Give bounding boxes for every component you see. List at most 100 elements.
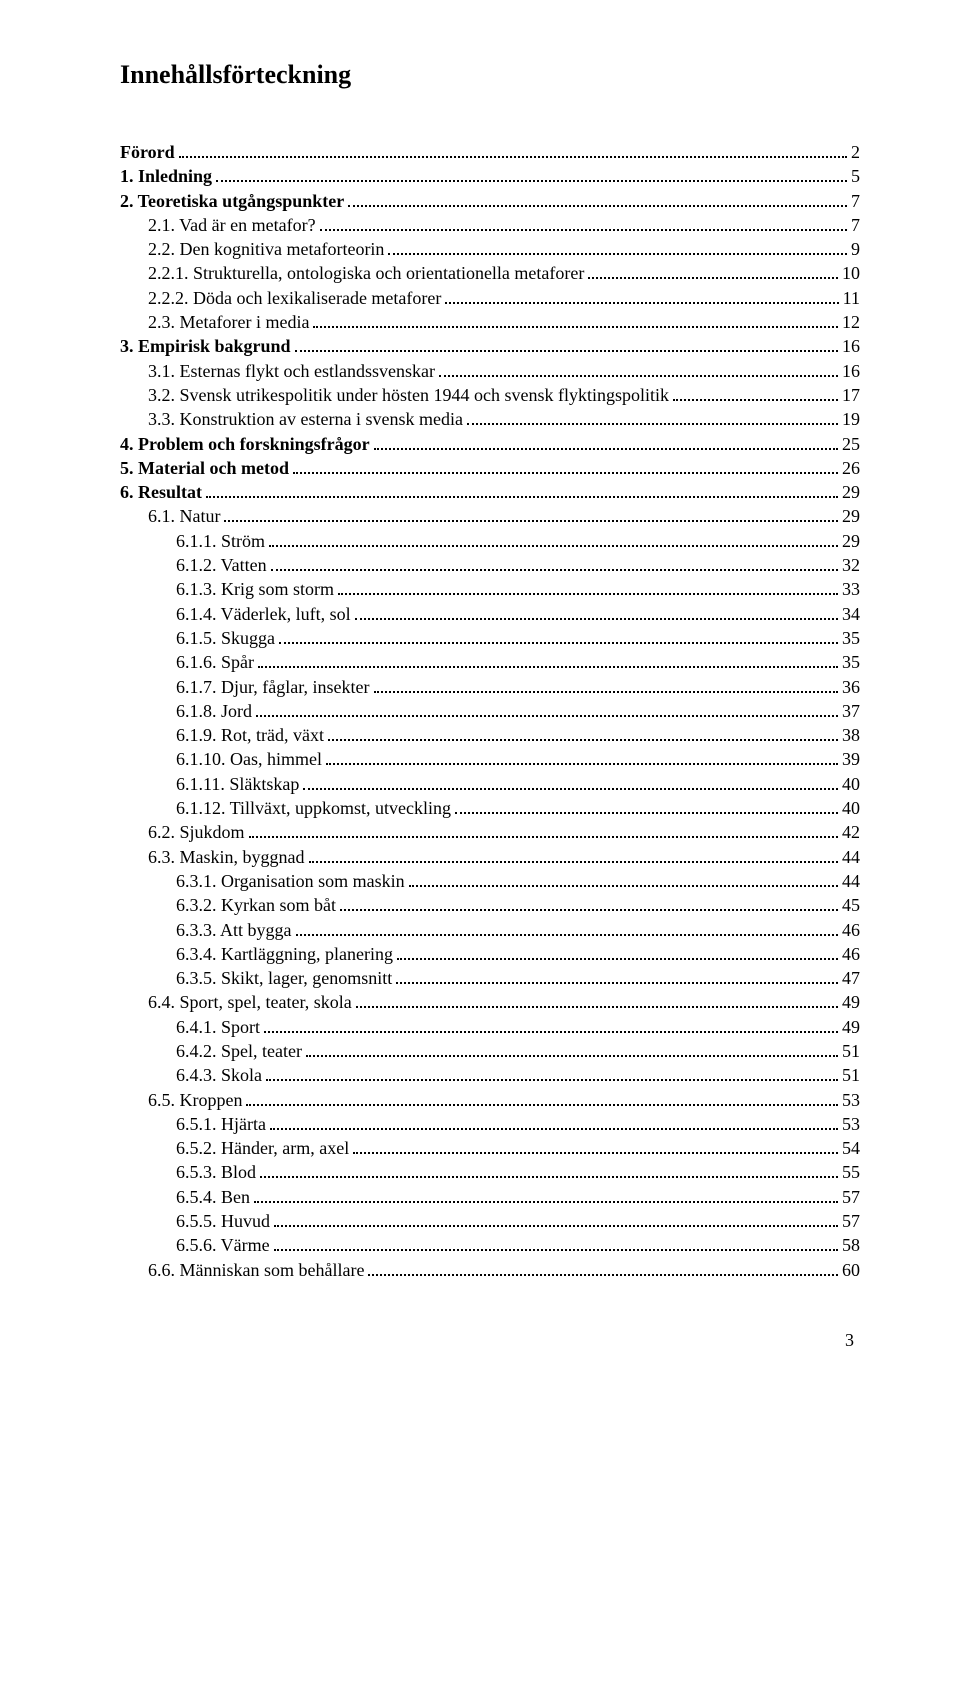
toc-row: 6.1.6. Spår35 bbox=[120, 650, 860, 674]
toc-row: 2.1. Vad är en metafor?7 bbox=[120, 213, 860, 237]
toc-leader-dots bbox=[293, 457, 838, 473]
toc-page: 47 bbox=[842, 966, 860, 990]
toc-leader-dots bbox=[355, 603, 838, 619]
toc-page: 16 bbox=[842, 334, 860, 358]
toc-leader-dots bbox=[296, 919, 839, 935]
toc-label: 6.4.2. Spel, teater bbox=[120, 1039, 302, 1063]
toc-page: 35 bbox=[842, 626, 860, 650]
toc-leader-dots bbox=[328, 725, 838, 741]
toc-label: 6.5.1. Hjärta bbox=[120, 1112, 266, 1136]
toc-row: 6.5.1. Hjärta 53 bbox=[120, 1112, 860, 1136]
toc-row: 6.3.3. Att bygga46 bbox=[120, 918, 860, 942]
toc-page: 42 bbox=[842, 820, 860, 844]
toc-page: 53 bbox=[842, 1088, 860, 1112]
toc-label: 6. Resultat bbox=[120, 480, 202, 504]
toc-label: 6.2. Sjukdom bbox=[120, 820, 245, 844]
toc-row: 6.1. Natur29 bbox=[120, 504, 860, 528]
toc-page: 45 bbox=[842, 893, 860, 917]
toc-label: 3.2. Svensk utrikespolitik under hösten … bbox=[120, 383, 669, 407]
toc-label: 3.3. Konstruktion av esterna i svensk me… bbox=[120, 407, 463, 431]
toc-label: 6.1. Natur bbox=[120, 504, 220, 528]
toc-leader-dots bbox=[256, 700, 838, 716]
toc-row: 6.3.2. Kyrkan som båt 45 bbox=[120, 893, 860, 917]
toc-label: 6.5.3. Blod bbox=[120, 1160, 256, 1184]
toc-page: 36 bbox=[842, 675, 860, 699]
toc-label: 6.3.4. Kartläggning, planering bbox=[120, 942, 393, 966]
toc-leader-dots bbox=[353, 1138, 838, 1154]
toc-page: 32 bbox=[842, 553, 860, 577]
toc-leader-dots bbox=[224, 506, 838, 522]
toc-leader-dots bbox=[206, 482, 838, 498]
toc-row: 6.4.2. Spel, teater 51 bbox=[120, 1039, 860, 1063]
toc-row: 6.1.2. Vatten32 bbox=[120, 553, 860, 577]
toc-page: 16 bbox=[842, 359, 860, 383]
toc-row: 6.1.10. Oas, himmel39 bbox=[120, 747, 860, 771]
toc-page: 40 bbox=[842, 796, 860, 820]
toc-row: 6.1.8. Jord37 bbox=[120, 699, 860, 723]
toc-leader-dots bbox=[303, 773, 838, 789]
toc-leader-dots bbox=[260, 1162, 838, 1178]
toc-leader-dots bbox=[374, 676, 839, 692]
toc-leader-dots bbox=[320, 215, 847, 231]
toc-leader-dots bbox=[313, 312, 838, 328]
toc-label: 2.2. Den kognitiva metaforteorin bbox=[120, 237, 384, 261]
toc-page: 17 bbox=[842, 383, 860, 407]
toc-row: 6.3.1. Organisation som maskin 44 bbox=[120, 869, 860, 893]
toc-row: 6.5.6. Värme58 bbox=[120, 1233, 860, 1257]
toc-leader-dots bbox=[295, 336, 838, 352]
toc-leader-dots bbox=[264, 1016, 838, 1032]
toc-row: 2.2.2. Döda och lexikaliserade metaforer… bbox=[120, 286, 860, 310]
toc-label: 2.3. Metaforer i media bbox=[120, 310, 309, 334]
toc-row: 6.2. Sjukdom 42 bbox=[120, 820, 860, 844]
toc-label: 6.1.9. Rot, träd, växt bbox=[120, 723, 324, 747]
toc-page: 25 bbox=[842, 432, 860, 456]
toc-row: 6.1.5. Skugga 35 bbox=[120, 626, 860, 650]
toc-page: 26 bbox=[842, 456, 860, 480]
toc-row: 6. Resultat 29 bbox=[120, 480, 860, 504]
toc-label: 6.3.2. Kyrkan som båt bbox=[120, 893, 336, 917]
toc-row: 4. Problem och forskningsfrågor25 bbox=[120, 432, 860, 456]
toc-page: 5 bbox=[851, 164, 860, 188]
toc-row: 6.1.11. Släktskap40 bbox=[120, 772, 860, 796]
toc-row: 6.4.3. Skola 51 bbox=[120, 1063, 860, 1087]
toc-leader-dots bbox=[673, 385, 838, 401]
toc-page: 39 bbox=[842, 747, 860, 771]
toc-page: 51 bbox=[842, 1039, 860, 1063]
toc-page: 51 bbox=[842, 1063, 860, 1087]
toc-label: 1. Inledning bbox=[120, 164, 212, 188]
toc-page: 29 bbox=[842, 480, 860, 504]
toc-page: 54 bbox=[842, 1136, 860, 1160]
toc-row: 1. Inledning 5 bbox=[120, 164, 860, 188]
toc-label: 6.3.3. Att bygga bbox=[120, 918, 292, 942]
toc-leader-dots bbox=[439, 360, 838, 376]
toc-row: 3.3. Konstruktion av esterna i svensk me… bbox=[120, 407, 860, 431]
toc-page: 60 bbox=[842, 1258, 860, 1282]
toc-row: 5. Material och metod26 bbox=[120, 456, 860, 480]
toc-leader-dots bbox=[338, 579, 838, 595]
toc-row: 6.3.5. Skikt, lager, genomsnitt47 bbox=[120, 966, 860, 990]
toc-leader-dots bbox=[254, 1186, 838, 1202]
toc-page: 44 bbox=[842, 869, 860, 893]
toc-label: 6.1.4. Väderlek, luft, sol bbox=[120, 602, 351, 626]
toc-leader-dots bbox=[409, 871, 838, 887]
toc-leader-dots bbox=[326, 749, 838, 765]
toc-row: 6.3.4. Kartläggning, planering46 bbox=[120, 942, 860, 966]
toc-label: 6.3.1. Organisation som maskin bbox=[120, 869, 405, 893]
toc-label: 6.5.5. Huvud bbox=[120, 1209, 270, 1233]
toc-row: 2.2. Den kognitiva metaforteorin 9 bbox=[120, 237, 860, 261]
toc-label: 2. Teoretiska utgångspunkter bbox=[120, 189, 344, 213]
toc-leader-dots bbox=[274, 1235, 838, 1251]
toc-label: 6.5.6. Värme bbox=[120, 1233, 270, 1257]
toc-label: 6.1.5. Skugga bbox=[120, 626, 275, 650]
toc-leader-dots bbox=[588, 263, 838, 279]
toc-page: 9 bbox=[851, 237, 860, 261]
toc-page: 40 bbox=[842, 772, 860, 796]
toc-label: 6.4.3. Skola bbox=[120, 1063, 262, 1087]
toc-row: 6.1.1. Ström29 bbox=[120, 529, 860, 553]
toc-leader-dots bbox=[266, 1065, 838, 1081]
toc-label: 6.1.3. Krig som storm bbox=[120, 577, 334, 601]
toc-row: 3.1. Esternas flykt och estlandssvenskar… bbox=[120, 359, 860, 383]
toc-leader-dots bbox=[455, 798, 838, 814]
toc-page: 33 bbox=[842, 577, 860, 601]
toc-page: 53 bbox=[842, 1112, 860, 1136]
